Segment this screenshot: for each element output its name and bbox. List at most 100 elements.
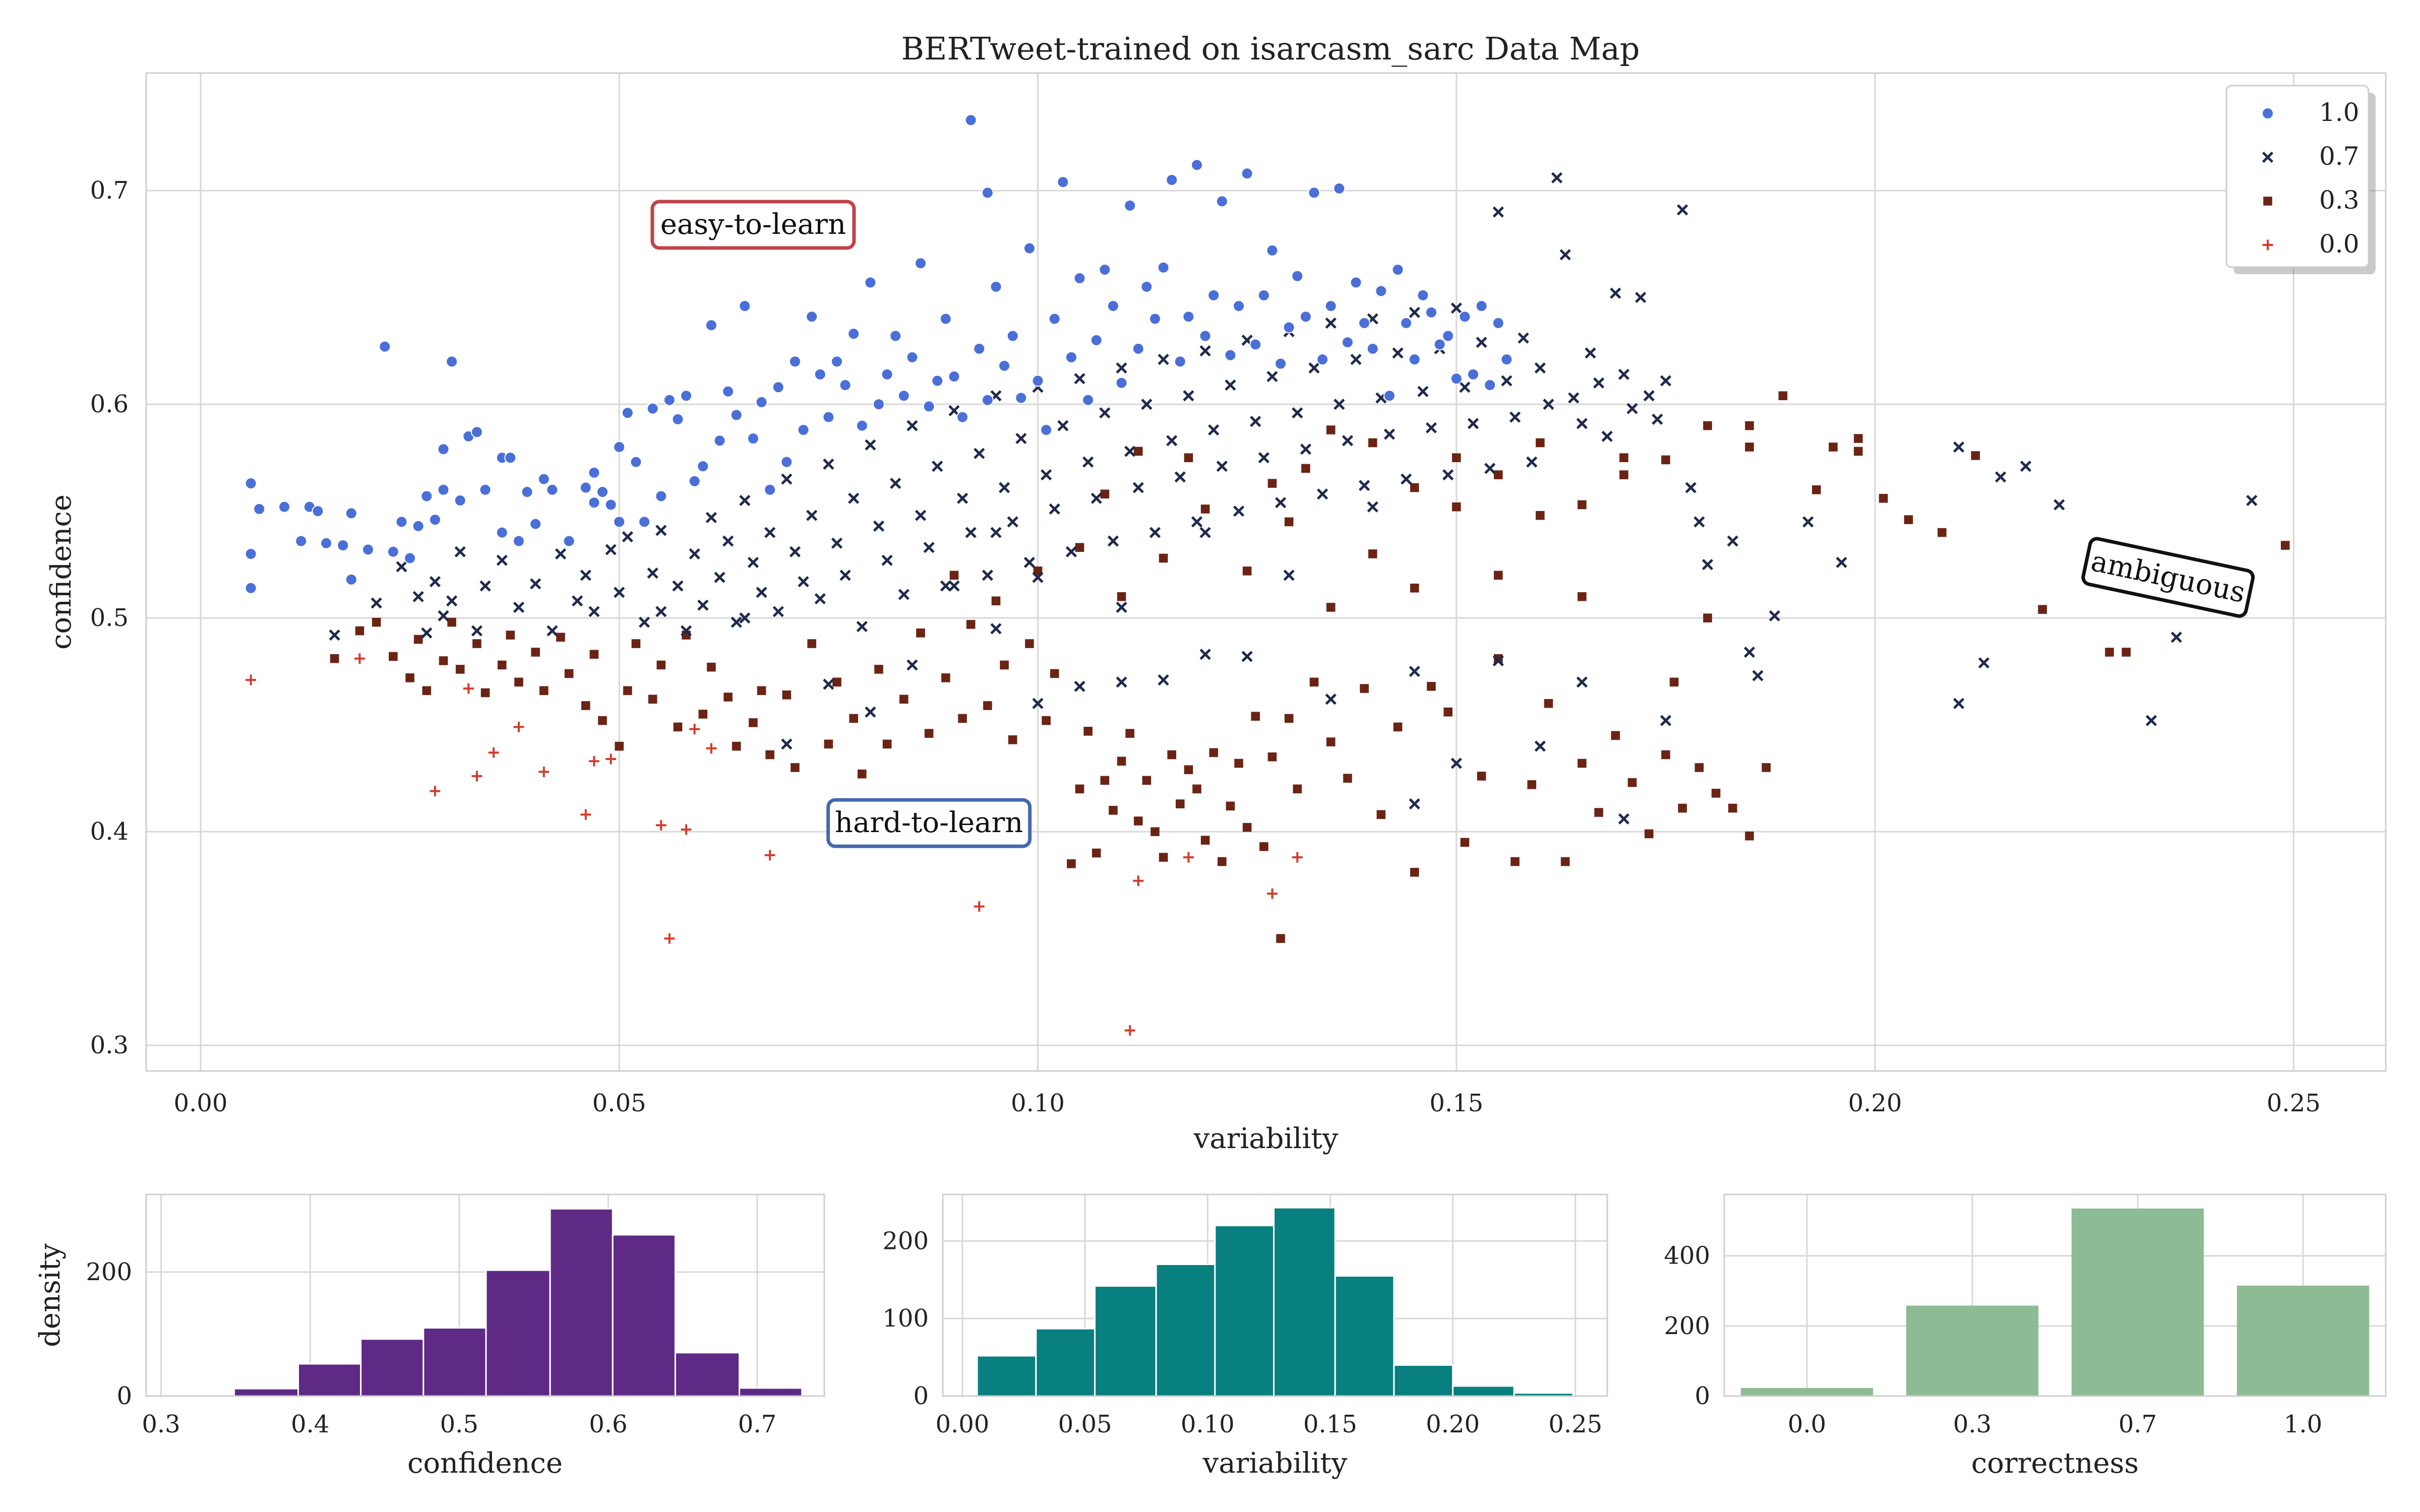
data-point-0-3 bbox=[849, 714, 858, 723]
data-point-0-7 bbox=[1116, 676, 1127, 688]
histogram-bar bbox=[1035, 1328, 1096, 1397]
data-point-0-0 bbox=[1133, 875, 1144, 887]
annotation-box bbox=[650, 200, 856, 250]
data-point-0-3 bbox=[514, 677, 523, 687]
data-point-0-7 bbox=[772, 606, 784, 617]
bar-0-7 bbox=[2071, 1208, 2204, 1396]
data-point-0-7 bbox=[798, 576, 809, 588]
data-point-1-0 bbox=[588, 496, 600, 509]
data-point-0-7 bbox=[1040, 469, 1052, 481]
data-point-0-3 bbox=[615, 741, 624, 751]
data-point-0-7 bbox=[572, 595, 583, 607]
data-point-0-7 bbox=[1149, 527, 1161, 538]
x-tick-label: 0.25 bbox=[2267, 1089, 2321, 1117]
data-point-0-7 bbox=[689, 548, 700, 560]
data-point-1-0 bbox=[1417, 289, 1429, 301]
data-point-0-7 bbox=[856, 621, 868, 633]
data-point-1-0 bbox=[512, 535, 525, 547]
main-y-ticks: 0.3 0.4 0.5 0.6 0.7 bbox=[90, 176, 129, 1059]
data-point-0-7 bbox=[454, 546, 466, 557]
data-point-0-3 bbox=[1544, 699, 1553, 708]
data-point-0-7 bbox=[948, 580, 960, 592]
data-point-0-3 bbox=[1703, 421, 1712, 430]
data-point-0-7 bbox=[940, 580, 951, 592]
histogram-bar bbox=[422, 1327, 487, 1397]
variability-hist-frame bbox=[942, 1193, 1608, 1397]
data-point-0-0 bbox=[488, 747, 499, 758]
data-point-0-7 bbox=[1836, 556, 1847, 569]
data-point-0-7 bbox=[1158, 354, 1169, 365]
histogram-bar bbox=[976, 1355, 1037, 1397]
data-point-0-7 bbox=[2020, 461, 2032, 472]
data-point-1-0 bbox=[1283, 321, 1295, 334]
x-tick-label: 1.0 bbox=[2284, 1410, 2322, 1438]
data-point-1-0 bbox=[1433, 338, 1446, 351]
data-point-0-7 bbox=[655, 606, 667, 617]
data-point-0-0 bbox=[764, 850, 775, 861]
data-point-0-7 bbox=[1752, 670, 1764, 681]
data-point-0-3 bbox=[422, 686, 432, 696]
data-point-0-7 bbox=[1132, 482, 1144, 493]
data-point-0-7 bbox=[1467, 418, 1479, 429]
data-point-0-3 bbox=[1133, 447, 1143, 456]
data-point-0-3 bbox=[1594, 808, 1603, 817]
data-point-0-7 bbox=[1693, 516, 1705, 528]
data-point-1-0 bbox=[1257, 289, 1270, 301]
data-point-0-7 bbox=[722, 535, 734, 547]
data-point-1-0 bbox=[806, 310, 818, 323]
data-point-0-3 bbox=[874, 665, 883, 674]
data-point-0-7 bbox=[865, 706, 876, 718]
data-point-0-3 bbox=[1494, 571, 1503, 580]
data-point-0-7 bbox=[614, 587, 625, 598]
data-point-1-0 bbox=[312, 505, 324, 518]
data-point-0-7 bbox=[1283, 570, 1295, 581]
confidence-hist-y-ticks: 0 200 bbox=[86, 1258, 132, 1410]
data-point-0-3 bbox=[506, 631, 515, 640]
data-point-0-7 bbox=[329, 629, 340, 641]
data-point-0-0 bbox=[681, 824, 692, 835]
data-point-1-0 bbox=[1383, 390, 1396, 402]
data-point-0-7 bbox=[1065, 546, 1077, 557]
annotation-text: hard-to-learn bbox=[835, 806, 1023, 839]
data-point-0-7 bbox=[1392, 347, 1404, 359]
data-point-0-7 bbox=[2170, 632, 2182, 643]
data-point-0-7 bbox=[1074, 680, 1085, 692]
data-point-0-3 bbox=[556, 633, 565, 642]
bar-0-0 bbox=[1740, 1388, 1873, 1396]
data-point-1-0 bbox=[245, 547, 257, 560]
variability-hist-x-label: variability bbox=[1202, 1447, 1348, 1480]
data-point-0-7 bbox=[806, 510, 818, 521]
data-point-0-7 bbox=[471, 625, 483, 637]
data-point-0-7 bbox=[1593, 377, 1605, 389]
data-point-1-0 bbox=[337, 539, 349, 552]
data-point-0-7 bbox=[1199, 527, 1211, 538]
data-point-1-0 bbox=[697, 460, 709, 473]
main-scatter-chart: BERTweet-trained on isarcasm_sarc Data M… bbox=[45, 30, 2387, 1155]
data-point-0-3 bbox=[1368, 438, 1377, 448]
data-point-0-3 bbox=[1293, 784, 1302, 794]
data-point-0-3 bbox=[1301, 464, 1310, 473]
data-point-1-0 bbox=[404, 552, 416, 564]
data-point-0-3 bbox=[1100, 776, 1110, 785]
data-point-0-7 bbox=[789, 546, 801, 557]
data-point-0-0 bbox=[538, 766, 550, 777]
data-point-0-7 bbox=[890, 477, 901, 489]
data-point-0-7 bbox=[990, 623, 1002, 635]
data-point-1-0 bbox=[973, 342, 986, 355]
data-point-1-0 bbox=[705, 319, 717, 332]
data-point-1-0 bbox=[1191, 159, 1203, 171]
histogram-bar bbox=[297, 1363, 362, 1397]
data-point-0-7 bbox=[1978, 657, 1990, 669]
x-tick-label: 0.6 bbox=[589, 1410, 627, 1438]
data-point-0-7 bbox=[1116, 601, 1127, 613]
data-point-1-0 bbox=[998, 359, 1011, 372]
data-point-0-3 bbox=[723, 692, 733, 702]
data-point-0-0 bbox=[974, 901, 985, 912]
data-point-1-0 bbox=[613, 516, 626, 528]
data-point-0-3 bbox=[623, 686, 632, 696]
data-point-0-7 bbox=[1032, 698, 1044, 709]
data-point-1-0 bbox=[529, 518, 542, 530]
data-point-0-3 bbox=[1494, 470, 1503, 479]
data-point-0-7 bbox=[1518, 332, 1529, 344]
data-point-0-3 bbox=[1234, 759, 1243, 768]
